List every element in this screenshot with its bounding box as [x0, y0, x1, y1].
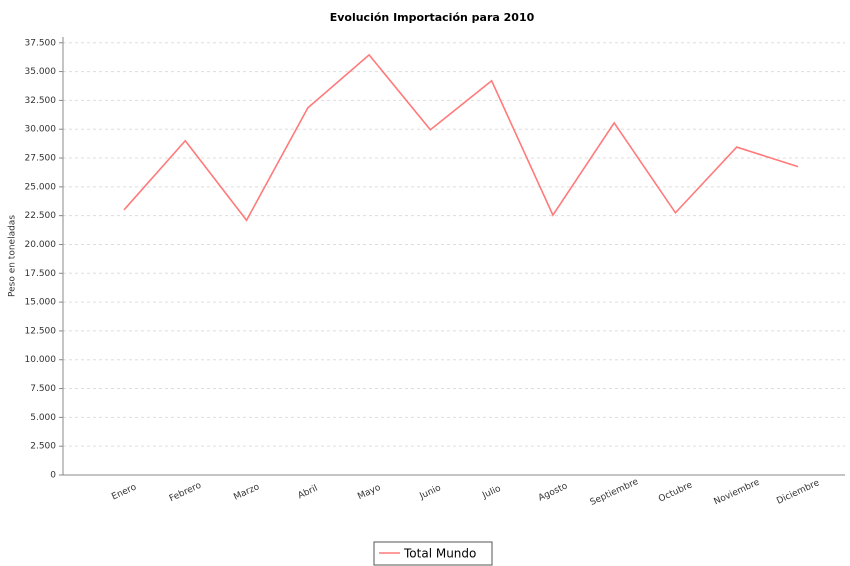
x-tick-label: Enero	[110, 482, 138, 502]
line-series	[123, 53, 799, 222]
x-tick-label: Diciembre	[775, 478, 821, 507]
x-tick-label: Mayo	[356, 483, 383, 502]
y-tick-label: 10.000	[25, 355, 57, 365]
y-tick-label: 25.000	[25, 182, 57, 192]
y-tick-label: 2.500	[30, 442, 56, 452]
y-tick-label: 32.500	[25, 96, 57, 106]
legend-box	[373, 541, 493, 566]
x-tick-label: Julio	[480, 484, 503, 502]
y-tick-label: 22.500	[25, 211, 57, 221]
y-tick-label: 12.500	[25, 326, 57, 336]
y-tick-label: 27.500	[25, 154, 57, 164]
chart-title: Evolución Importación para 2010	[330, 11, 535, 24]
y-axis-label: Peso en toneladas	[8, 215, 18, 297]
y-tick-label: 20.000	[25, 240, 57, 250]
x-tick-label: Marzo	[232, 482, 261, 503]
x-tick-label: Noviembre	[713, 477, 762, 507]
y-tick-label: 0	[50, 471, 56, 481]
legend-label: Total Mundo	[403, 547, 476, 561]
y-tick-label: 5.000	[30, 413, 56, 423]
y-tick-label: 15.000	[25, 298, 57, 308]
y-tick-label: 7.500	[30, 384, 56, 394]
y-tick-label: 30.000	[25, 125, 57, 135]
y-tick-label: 35.000	[25, 67, 57, 77]
x-tick-label: Abril	[297, 484, 320, 502]
x-tick-label: Agosto	[537, 481, 570, 503]
x-tick-label: Septiembre	[589, 477, 641, 508]
x-tick-label: Octubre	[657, 480, 694, 504]
x-tick-label: Junio	[418, 483, 444, 502]
x-tick-label: Febrero	[168, 481, 203, 505]
y-tick-label: 37.500	[25, 38, 57, 48]
y-tick-label: 17.500	[25, 269, 57, 279]
